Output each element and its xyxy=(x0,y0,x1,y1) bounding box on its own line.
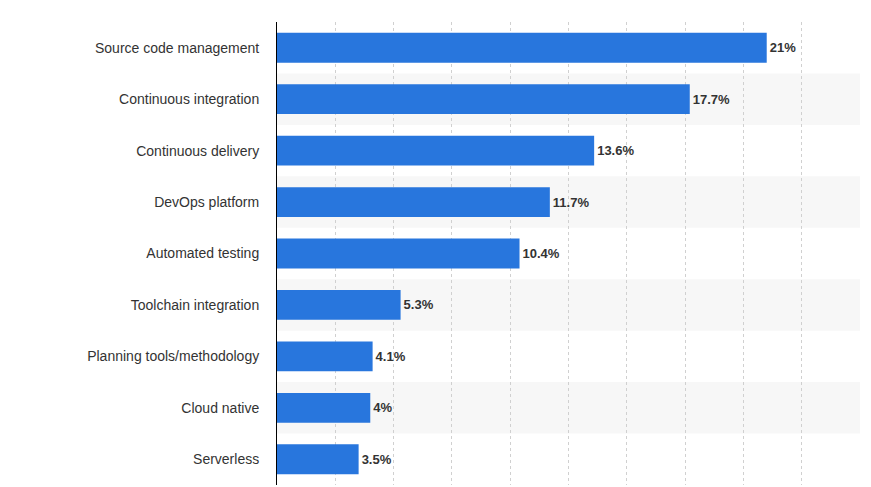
svg-text:Automated testing: Automated testing xyxy=(146,245,259,261)
svg-text:Toolchain integration: Toolchain integration xyxy=(131,297,259,313)
svg-text:Planning tools/methodology: Planning tools/methodology xyxy=(87,348,259,364)
svg-text:5.3%: 5.3% xyxy=(404,297,434,312)
svg-text:3.5%: 3.5% xyxy=(362,452,392,467)
svg-text:21%: 21% xyxy=(770,40,796,55)
svg-text:Continuous delivery: Continuous delivery xyxy=(136,143,259,159)
svg-text:10.4%: 10.4% xyxy=(523,246,560,261)
svg-text:Serverless: Serverless xyxy=(193,451,259,467)
svg-text:Continuous integration: Continuous integration xyxy=(119,91,259,107)
svg-text:17.7%: 17.7% xyxy=(693,92,730,107)
svg-text:4.1%: 4.1% xyxy=(376,349,406,364)
svg-text:Source code management: Source code management xyxy=(95,40,259,56)
svg-text:DevOps platform: DevOps platform xyxy=(154,194,259,210)
svg-text:4%: 4% xyxy=(373,400,392,415)
svg-text:13.6%: 13.6% xyxy=(597,143,634,158)
svg-text:11.7%: 11.7% xyxy=(553,195,590,210)
svg-text:Cloud native: Cloud native xyxy=(181,400,259,416)
